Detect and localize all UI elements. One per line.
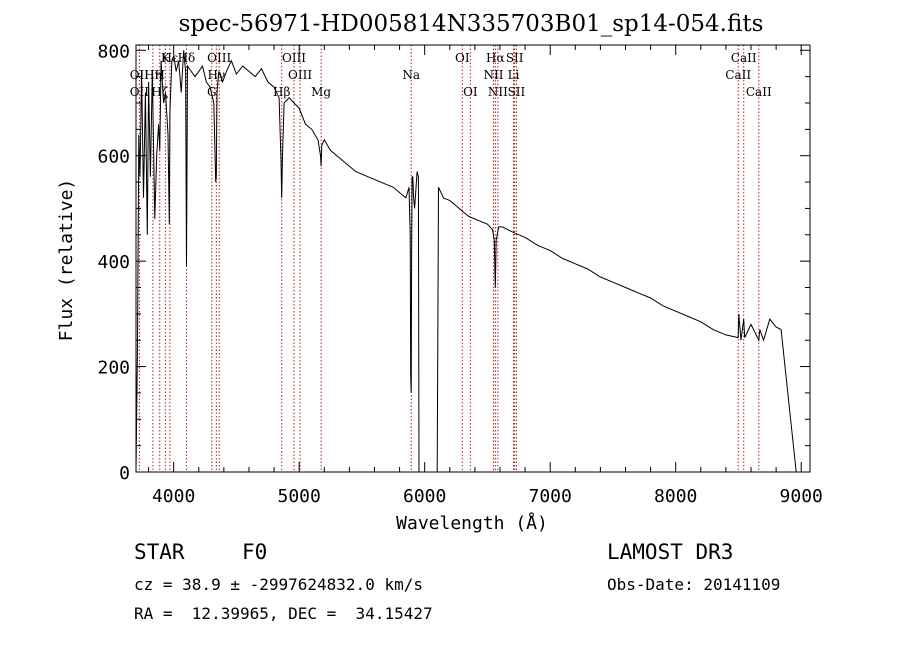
y-tick-label: 400 xyxy=(97,252,130,273)
line-marker-label: Mg xyxy=(311,85,331,99)
line-marker-label: OII xyxy=(130,68,150,82)
line-marker-label: CaII xyxy=(746,85,772,99)
obs-date: Obs-Date: 20141109 xyxy=(607,575,781,594)
line-marker-label: NII xyxy=(483,68,503,82)
line-marker-label: OI xyxy=(463,85,478,99)
redshift-line: cz = 38.9 ± -2997624832.0 km/s xyxy=(134,575,423,594)
line-marker-label: CaII xyxy=(731,51,757,65)
spectral-subclass: F0 xyxy=(242,540,268,564)
line-marker-label: Li xyxy=(508,68,520,82)
y-axis-label: Flux (relative) xyxy=(56,179,77,342)
object-type: STAR xyxy=(134,540,185,564)
line-marker-label: Hβ xyxy=(273,85,290,99)
line-marker-label: OI xyxy=(455,51,470,65)
x-tick-label: 4000 xyxy=(152,486,195,507)
line-marker-label: Na xyxy=(402,68,420,82)
line-marker-label: OIII xyxy=(282,51,306,65)
line-marker-label: Hδ xyxy=(178,51,196,65)
line-marker-label: OII xyxy=(130,85,150,99)
x-tick-label: 5000 xyxy=(277,486,320,507)
line-marker-label: Hγ xyxy=(208,68,226,82)
y-tick-label: 800 xyxy=(97,41,130,62)
line-marker-label: Hζ xyxy=(151,85,168,99)
coordinates: RA = 12.39965, DEC = 34.15427 xyxy=(134,604,433,623)
line-marker-label: SII xyxy=(508,85,526,99)
line-marker-label: SII xyxy=(506,51,524,65)
survey-name: LAMOST DR3 xyxy=(607,540,734,564)
x-axis-label: Wavelength (Å) xyxy=(396,512,548,534)
line-marker-label: CaII xyxy=(725,68,751,82)
line-marker-label: Hα xyxy=(486,51,505,65)
line-marker-label: OIII xyxy=(288,68,312,82)
line-marker-label: K xyxy=(161,51,171,65)
plot-frame xyxy=(135,44,811,473)
spectrum-line xyxy=(135,50,802,473)
x-tick-label: 6000 xyxy=(403,486,446,507)
x-tick-label: 8000 xyxy=(654,486,697,507)
line-marker-label: Hη xyxy=(144,68,162,82)
line-marker-label: NII xyxy=(488,85,508,99)
x-tick-label: 9000 xyxy=(780,486,823,507)
line-marker-label: H xyxy=(154,68,164,82)
chart-title: spec-56971-HD005814N335703B01_sp14-054.f… xyxy=(179,11,764,37)
line-marker-label: G xyxy=(207,85,217,99)
line-marker-label: OIII xyxy=(207,51,231,65)
y-tick-label: 200 xyxy=(97,358,130,379)
y-axis: 0 200 400 600 800 xyxy=(97,41,810,484)
y-tick-label: 0 xyxy=(119,463,130,484)
x-tick-label: 7000 xyxy=(529,486,572,507)
x-axis: 4000 5000 6000 7000 8000 9000 xyxy=(148,45,823,507)
y-tick-label: 600 xyxy=(97,147,130,168)
spectral-line-markers xyxy=(138,45,760,472)
